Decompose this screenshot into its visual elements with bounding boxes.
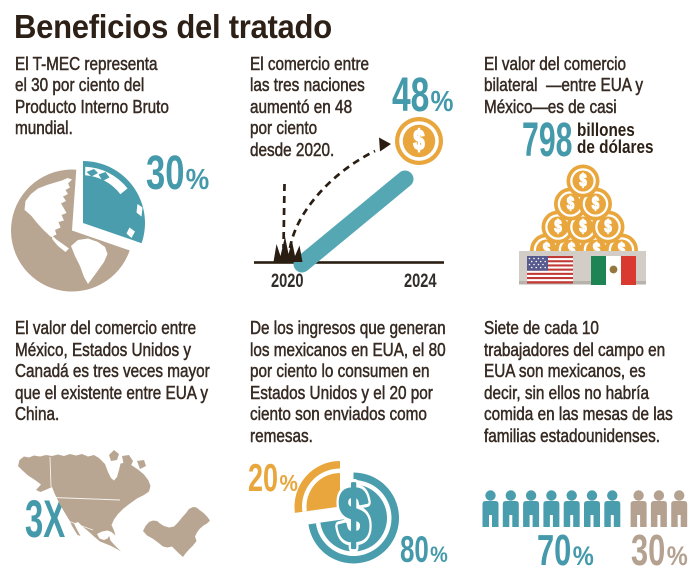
svg-text:$: $: [413, 126, 425, 157]
svg-text:$: $: [338, 471, 369, 558]
svg-text:$: $: [338, 471, 369, 558]
